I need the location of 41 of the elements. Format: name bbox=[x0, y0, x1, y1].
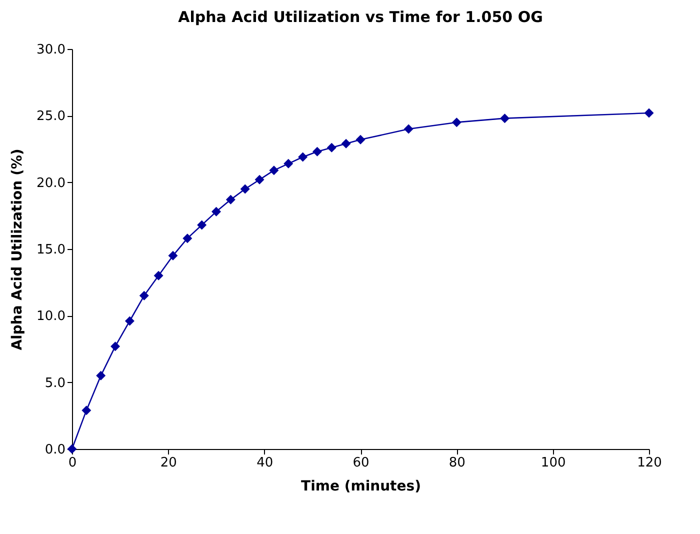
point bbox=[197, 220, 207, 230]
x-tick-label: 0 bbox=[68, 456, 77, 470]
point bbox=[226, 194, 236, 204]
point bbox=[500, 114, 510, 124]
point bbox=[326, 142, 336, 152]
x-tick-label: 40 bbox=[256, 456, 274, 470]
chart-title: Alpha Acid Utilization vs Time for 1.050 OG bbox=[178, 8, 543, 26]
y-tick-label: 25.0 bbox=[36, 109, 66, 124]
y-tick-label: 15.0 bbox=[36, 242, 66, 258]
x-axis-title: Time (minutes) bbox=[301, 478, 421, 494]
point bbox=[139, 290, 149, 300]
point bbox=[298, 152, 308, 162]
y-tick-label: 0.0 bbox=[44, 442, 66, 458]
point bbox=[96, 370, 106, 380]
point bbox=[82, 406, 92, 416]
x-tick-label: 100 bbox=[540, 456, 566, 470]
x-tick-label: 20 bbox=[160, 456, 177, 470]
point bbox=[124, 316, 134, 326]
x-tick-label: 80 bbox=[448, 456, 466, 470]
point bbox=[404, 124, 414, 134]
point bbox=[356, 134, 366, 144]
point bbox=[154, 270, 164, 280]
point bbox=[312, 146, 322, 156]
y-tick-label: 20.0 bbox=[36, 176, 66, 191]
point bbox=[168, 250, 178, 260]
point bbox=[644, 108, 654, 118]
point bbox=[212, 206, 221, 216]
point bbox=[110, 342, 120, 352]
point bbox=[284, 158, 294, 168]
point bbox=[452, 118, 462, 128]
y-tick-label: 5.0 bbox=[44, 376, 66, 391]
y-axis-title: Alpha Acid Utilization (%) bbox=[10, 148, 26, 350]
x-tick-label: 60 bbox=[352, 456, 370, 470]
x-tick-label: 120 bbox=[637, 456, 662, 470]
point bbox=[269, 166, 279, 176]
point bbox=[254, 174, 264, 184]
point bbox=[341, 138, 351, 148]
y-tick-label: 30.0 bbox=[36, 42, 66, 58]
y-tick-label: 10.0 bbox=[36, 309, 66, 324]
point bbox=[182, 234, 192, 244]
point bbox=[240, 184, 250, 194]
